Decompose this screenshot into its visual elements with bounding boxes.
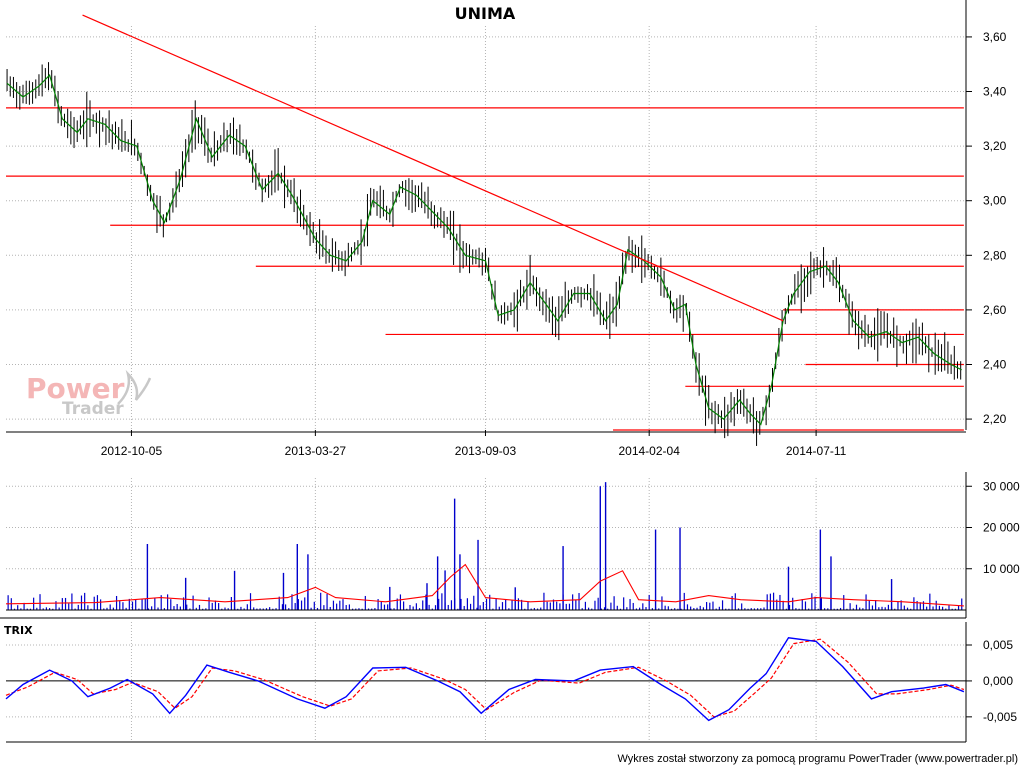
logo-swoosh-icon (117, 369, 152, 405)
volume-bars (7, 482, 963, 610)
date-tick-label: 2014-07-11 (786, 444, 847, 458)
trix-grid (6, 622, 966, 742)
price-tick-label: 2,20 (983, 412, 1007, 426)
trix-tick-label: 0,000 (983, 674, 1013, 688)
price-tick-label: 2,60 (983, 303, 1007, 317)
date-axis: 2012-10-05 2013-03-27 2013-09-03 2014-02-04… (6, 430, 966, 458)
moving-average-line (6, 73, 962, 426)
date-tick-label: 2012-10-05 (101, 444, 163, 458)
volume-tick-label: 30 000 (983, 479, 1020, 493)
volume-panel: 10 000 20 000 30 000 (0, 472, 1020, 619)
trix-label: TRIX (4, 624, 33, 637)
trend-line (82, 14, 784, 322)
volume-average-line (5, 563, 964, 607)
support-lines (6, 107, 964, 431)
trix-panel: TRIX -0,005 0,000 0,005 (4, 622, 1017, 743)
chart-title: UNIMA (455, 4, 516, 23)
volume-grid (6, 478, 966, 610)
price-candles (6, 62, 962, 446)
trix-tick-label: 0,005 (983, 638, 1013, 652)
price-tick-label: 3,40 (983, 85, 1007, 99)
price-tick-label: 2,40 (983, 357, 1007, 371)
price-tick-label: 2,80 (983, 248, 1007, 262)
trix-signal-line (5, 638, 965, 718)
date-tick-label: 2013-09-03 (455, 444, 517, 458)
trix-line (5, 637, 965, 722)
date-tick-label: 2014-02-04 (618, 444, 680, 458)
volume-tick-label: 10 000 (983, 562, 1020, 576)
price-y-axis: 2,20 2,40 2,60 2,80 3,00 3,20 3,40 3,60 (965, 0, 1007, 430)
price-tick-label: 3,00 (983, 194, 1007, 208)
volume-y-axis: 10 000 20 000 30 000 (0, 472, 1020, 619)
price-tick-label: 3,60 (983, 30, 1007, 44)
price-grid (6, 26, 966, 430)
price-panel: Power Trader 2,20 2,40 2,60 2,80 3,00 3,20 3,4… (6, 0, 1007, 458)
trix-tick-label: -0,005 (983, 710, 1017, 724)
trix-y-axis: -0,005 0,000 0,005 (6, 622, 1017, 743)
volume-tick-label: 20 000 (983, 521, 1020, 535)
logo-word-trader: Trader (62, 399, 124, 419)
logo: Power Trader (26, 369, 152, 419)
price-tick-label: 3,20 (983, 139, 1007, 153)
date-tick-label: 2013-03-27 (285, 444, 347, 458)
footer-credit: Wykres został stworzony za pomocą progra… (617, 753, 1018, 765)
logo-word-power: Power (26, 372, 125, 405)
